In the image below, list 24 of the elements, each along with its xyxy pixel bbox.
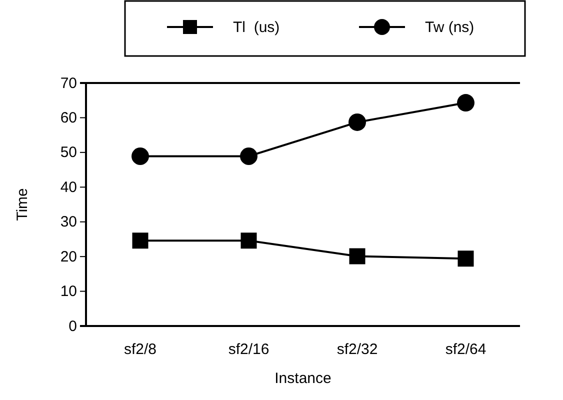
y-tick-label: 0: [68, 318, 77, 335]
y-tick-label: 50: [60, 144, 77, 162]
y-tick-label: 40: [60, 178, 77, 196]
y-axis-title: Time: [14, 188, 31, 221]
point: [132, 148, 149, 165]
point: [240, 148, 258, 165]
point: [348, 114, 366, 131]
y-tick-label: 60: [60, 110, 77, 127]
x-tick-label: sf2/32: [336, 341, 378, 358]
point: [132, 232, 148, 249]
y-tick-label: 30: [60, 214, 77, 231]
point: [458, 250, 474, 267]
legend-label: Tl (us): [233, 19, 280, 36]
y-tick-label: 20: [60, 248, 77, 266]
x-tick-label: sf2/64: [445, 341, 486, 358]
y-tick-label: 10: [60, 283, 77, 300]
x-tick-label: sf2/16: [228, 341, 270, 358]
y-tick-label: 70: [60, 74, 77, 92]
point: [457, 94, 474, 112]
x-tick-label: sf2/8: [124, 341, 157, 358]
point: [240, 232, 257, 249]
legend-label: Tw (ns): [425, 19, 474, 36]
point: [349, 248, 366, 264]
x-axis-title: Instance: [274, 370, 332, 387]
